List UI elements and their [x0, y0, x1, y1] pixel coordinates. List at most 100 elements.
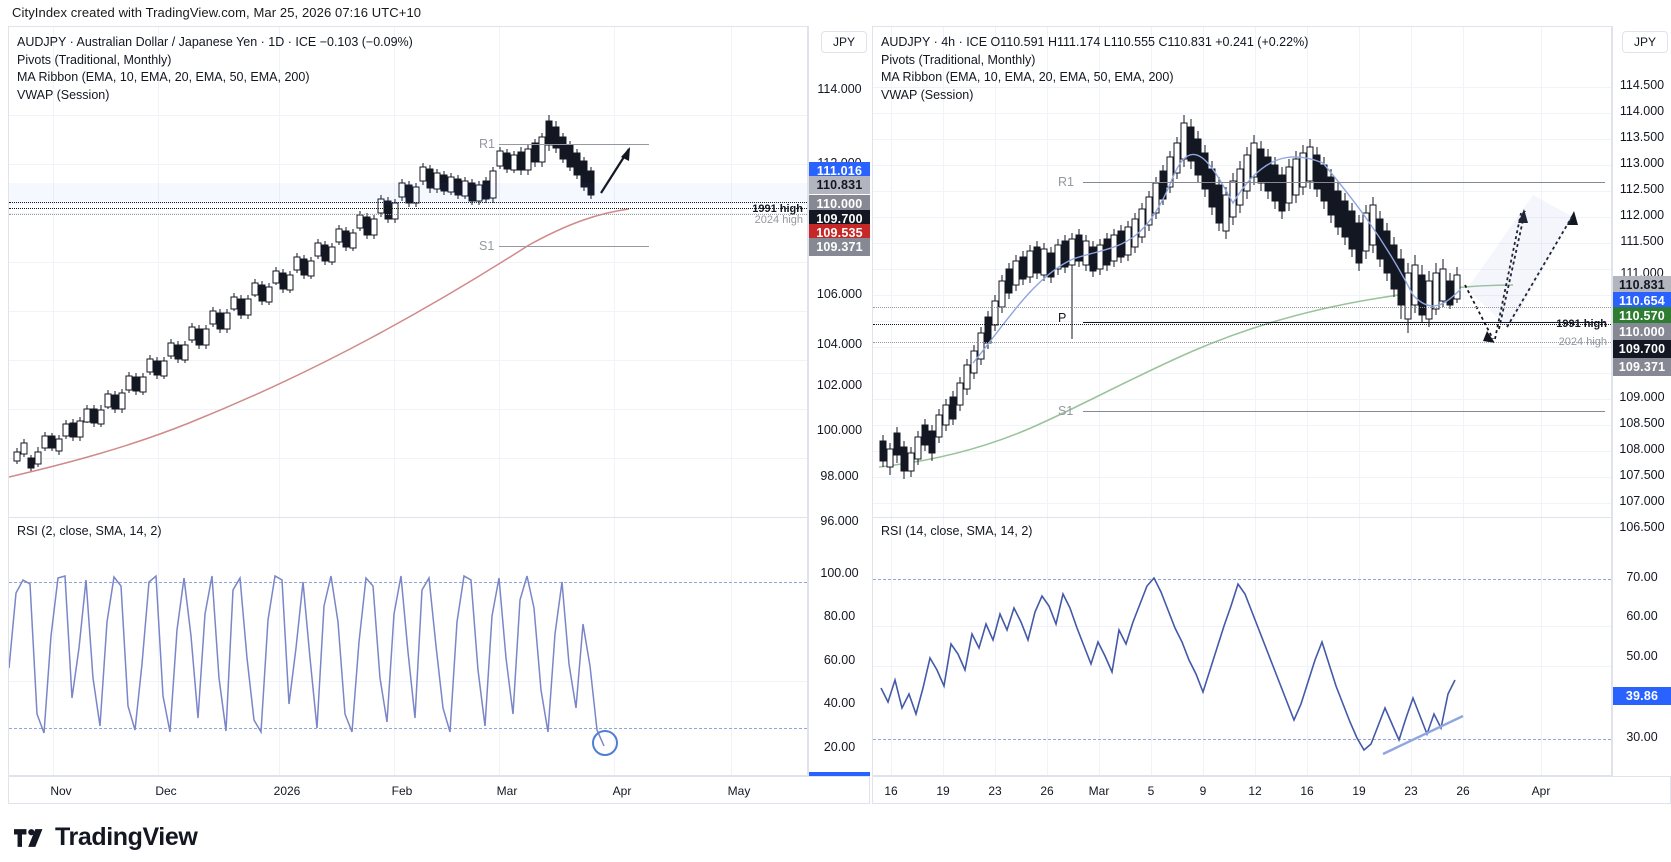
right-legend-vwap: VWAP (Session) [881, 87, 974, 102]
left-time-scale[interactable]: Nov Dec 2026 Feb Mar Apr May [8, 776, 870, 804]
time-tick: 2026 [273, 784, 301, 798]
right-chart-panel[interactable]: R1 P S1 1991 high 2024 high AUDJPY · 4h … [872, 26, 1612, 776]
rsi-tick: 40.00 [823, 696, 856, 710]
left-rsi-pane[interactable]: RSI (2, close, SMA, 14, 2) [9, 518, 807, 775]
pivot-r1-line [499, 144, 649, 145]
pivot-p-label: P [1058, 311, 1067, 325]
level-1991-high-label: 1991 high [1556, 318, 1607, 330]
left-legend-pivots: Pivots (Traditional, Monthly) [17, 52, 172, 67]
pivot-s1-line [1083, 411, 1605, 412]
rsi-tick: 100.00 [820, 566, 859, 580]
time-tick: May [727, 784, 751, 798]
left-legend: AUDJPY · Australian Dollar / Japanese Ye… [17, 34, 413, 104]
rsi-tick: 50.00 [1626, 649, 1658, 663]
right-legend-ma-ribbon: MA Ribbon (EMA, 10, EMA, 20, EMA, 50, EM… [881, 70, 1174, 84]
level-1991-high-label: 1991 high [752, 203, 803, 215]
level-1991-line [873, 324, 1611, 325]
time-tick: 19 [1352, 784, 1366, 798]
time-tick: Apr [612, 784, 632, 798]
left-rsi-legend: RSI (2, close, SMA, 14, 2) [17, 523, 162, 541]
level-1991-line [9, 208, 807, 209]
attribution-text: CityIndex created with TradingView.com, … [12, 5, 422, 20]
left-price-pane[interactable]: R1 S1 1991 high 2024 high AUDJPY · Austr… [9, 27, 807, 517]
price-tick: 113.000 [1619, 156, 1665, 170]
pivot-r1-label: R1 [1058, 175, 1074, 189]
price-tick: 100.000 [816, 423, 863, 437]
right-legend: AUDJPY · 4h · ICE O110.591 H111.174 L110… [881, 34, 1308, 104]
price-tick: 96.000 [820, 514, 859, 528]
price-tick: 107.500 [1619, 468, 1665, 482]
time-tick: Mar [496, 784, 518, 798]
vwap-price-tag: 111.016 [809, 162, 870, 180]
price-tick: 111.500 [1620, 234, 1664, 248]
rsi-tick: 60.00 [1626, 609, 1658, 623]
price-tick: 102.000 [816, 378, 863, 392]
right-legend-pivots: Pivots (Traditional, Monthly) [881, 52, 1036, 67]
price-tick: 114.000 [817, 82, 862, 96]
pivot-price-tag: 110.000 [1613, 323, 1671, 341]
right-rsi-svg [880, 576, 1464, 756]
rsi-upper-band [873, 579, 1611, 580]
right-rsi-pane[interactable]: RSI (14, close, SMA, 14, 2) [873, 518, 1611, 775]
time-tick: Mar [1088, 784, 1110, 798]
price-tick: 113.500 [1619, 130, 1665, 144]
price-tick: 107.000 [1619, 494, 1665, 508]
time-tick: Dec [155, 784, 177, 798]
rsi-value-tag: 39.86 [1613, 687, 1671, 705]
level-2024-high-label: 2024 high [754, 214, 803, 226]
tradingview-wordmark: TradingView [55, 823, 198, 851]
level-110-line [9, 202, 807, 203]
right-legend-symbol: AUDJPY · 4h · ICE O110.591 H111.174 L110… [881, 35, 1309, 49]
high-1991-tag: 109.700 [1613, 340, 1671, 358]
ema-price-tag: 110.570 [1613, 307, 1671, 325]
level-zone [9, 183, 807, 205]
time-tick: 9 [1199, 784, 1207, 798]
price-tick: 114.500 [1619, 78, 1665, 92]
pivot-r1-label: R1 [479, 137, 495, 151]
left-price-scale[interactable]: JPY 114.000 112.000 106.000 104.000 102.… [808, 26, 870, 790]
rsi-tick: 20.00 [823, 740, 856, 754]
ema-price-tag: 109.535 [809, 224, 870, 242]
time-tick: 16 [1300, 784, 1314, 798]
level-2024-high-label: 2024 high [1558, 336, 1607, 348]
right-rsi-legend: RSI (14, close, SMA, 14, 2) [881, 523, 1032, 541]
pivot-s1-label: S1 [1058, 404, 1074, 418]
last-price-tag: 110.831 [809, 176, 870, 194]
level-2024-line [873, 342, 1611, 343]
left-legend-ma-ribbon: MA Ribbon (EMA, 10, EMA, 20, EMA, 50, EM… [17, 70, 310, 84]
left-candles-svg [9, 115, 630, 478]
rsi-highlight-circle [592, 730, 618, 756]
left-rsi-legend-text: RSI (2, close, SMA, 14, 2) [17, 524, 162, 538]
rsi-lower-band [873, 739, 1611, 740]
price-tick: 108.000 [1619, 442, 1665, 456]
rsi-tick: 80.00 [823, 609, 856, 623]
price-tick: 112.500 [1619, 182, 1665, 196]
time-tick: 26 [1040, 784, 1054, 798]
pivot-s1-line [499, 246, 649, 247]
rsi-lower-band [9, 728, 807, 729]
level-2024-line [9, 214, 807, 215]
high-1991-tag: 109.700 [809, 210, 870, 228]
rsi-tick: 30.00 [1626, 730, 1658, 744]
right-candles-svg [878, 115, 1578, 479]
price-tick: 106.500 [1619, 520, 1665, 534]
price-tick: 109.000 [1619, 390, 1665, 404]
left-chart-panel[interactable]: R1 S1 1991 high 2024 high AUDJPY · Austr… [8, 26, 808, 776]
vwap-price-tag: 110.654 [1613, 292, 1671, 310]
price-tick: 108.500 [1619, 416, 1665, 430]
time-tick: 5 [1147, 784, 1155, 798]
right-price-pane[interactable]: R1 P S1 1991 high 2024 high AUDJPY · 4h … [873, 27, 1611, 517]
level-110-line [873, 307, 1611, 308]
price-tick: 106.000 [816, 287, 863, 301]
price-tick: 104.000 [816, 337, 863, 351]
pivot-r1-line [1083, 182, 1605, 183]
right-price-scale[interactable]: JPY 114.500 114.000 113.500 113.000 112.… [1612, 26, 1671, 776]
time-tick: 12 [1248, 784, 1262, 798]
price-tick: 112.000 [1619, 208, 1665, 222]
high-2024-tag: 109.371 [1613, 358, 1671, 376]
left-legend-vwap: VWAP (Session) [17, 87, 110, 102]
last-price-tag: 110.831 [1613, 276, 1671, 294]
pivot-s1-label: S1 [479, 239, 495, 253]
pivot-price-tag: 110.000 [809, 195, 870, 213]
right-time-scale[interactable]: 16 19 23 26 Mar 5 9 12 16 19 23 26 Apr [872, 776, 1671, 804]
